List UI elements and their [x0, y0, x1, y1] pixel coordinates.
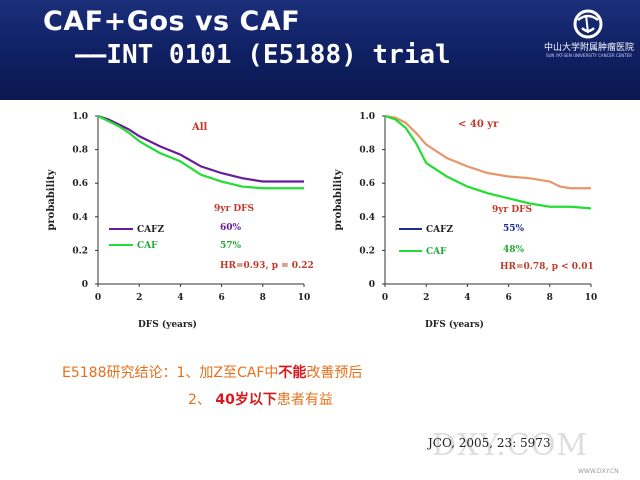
conclusion-line1-emphasis: 不能 — [278, 365, 307, 381]
conclusion-line1-prefix: E5188研究结论：1、加Z至CAF中 — [62, 365, 279, 381]
panel-label: < 40 yr — [458, 119, 499, 130]
hospital-logo-text: 中山大学附属肿瘤医院 — [543, 43, 634, 53]
legend-label-caf: CAF — [137, 241, 158, 251]
x-tick-label: 8 — [260, 293, 266, 303]
x-tick-label: 10 — [585, 293, 598, 303]
y-tick-label: 0 — [82, 280, 88, 290]
series-line-0 — [384, 114, 591, 190]
series-line-1 — [384, 114, 592, 210]
x-tick-label: 6 — [218, 293, 224, 303]
x-tick-label: 2 — [423, 293, 429, 303]
hazard-ratio-stats: HR=0.78, p < 0.01 — [500, 262, 594, 272]
chart-all-svg: 0 0.2 0.4 0.6 0.8 1.0 0 2 4 6 8 10 DFS (years) probab… — [46, 112, 314, 330]
y-tick-label: 0.8 — [72, 146, 88, 156]
watermark-url: WWW.DXY.CN — [578, 468, 619, 475]
series-line-0 — [97, 114, 304, 183]
conclusion-line2-prefix: 2、 — [188, 392, 216, 408]
y-tick-label: 0.4 — [72, 213, 88, 223]
x-tick-label: 4 — [177, 293, 183, 303]
x-tick-label: 10 — [298, 293, 311, 303]
y-tick-label: 1.0 — [359, 112, 375, 122]
legend-label-cafz: CAFZ — [426, 225, 454, 235]
chart-under40-svg: 0 0.2 0.4 0.6 0.8 1.0 0 2 4 6 8 10 DFS (years) probab… — [333, 112, 598, 330]
conclusion-line1: E5188研究结论：1、加Z至CAF中不能改善预后 — [62, 362, 362, 382]
y-tick-label: 0.4 — [359, 213, 375, 223]
slide-title-line1: CAF+Gos vs CAF — [43, 6, 301, 37]
y-tick-label: 0.2 — [72, 246, 88, 256]
y-tick-label: 0.6 — [359, 179, 375, 189]
y-axis-label: probability — [46, 168, 57, 230]
x-tick-label: 8 — [547, 293, 553, 303]
x-tick-label: 6 — [505, 293, 511, 303]
panel-label: All — [191, 122, 208, 133]
dfs-9yr-label: 9yr DFS — [214, 204, 254, 214]
dfs-value-caf: 48% — [503, 245, 525, 255]
y-tick-label: 1.0 — [72, 112, 88, 122]
y-axis-label: probability — [333, 168, 344, 230]
x-tick-label: 0 — [95, 293, 101, 303]
y-tick-label: 0.2 — [359, 246, 375, 256]
slide-title-line2: ——INT 0101 (E5188) trial — [75, 40, 451, 70]
dfs-value-cafz: 55% — [503, 224, 525, 234]
x-tick-label: 0 — [382, 293, 388, 303]
legend-label-cafz: CAFZ — [137, 225, 165, 235]
chart-all-patients: 0 0.2 0.4 0.6 0.8 1.0 0 2 4 6 8 10 DFS (years) probab… — [38, 102, 328, 344]
conclusion-line2-emphasis: 40岁以下 — [215, 392, 277, 408]
hazard-ratio-stats: HR=0.93, p = 0.22 — [220, 261, 314, 271]
conclusion-line2-suffix: 患者有益 — [276, 392, 333, 408]
y-tick-label: 0.8 — [359, 146, 375, 156]
x-axis-label: DFS (years) — [425, 319, 484, 330]
hospital-logo-subtext: SUN YAT-SEN UNIVERSITY CANCER CENTER — [545, 53, 633, 58]
x-axis-label: DFS (years) — [138, 319, 197, 330]
journal-reference: JCO, 2005, 23: 5973 — [428, 436, 551, 450]
x-tick-label: 2 — [136, 293, 142, 303]
hospital-logo-icon — [573, 9, 603, 39]
watermark: DXY.COM — [432, 428, 589, 463]
dfs-value-cafz: 60% — [220, 223, 242, 233]
legend-label-caf: CAF — [426, 247, 447, 257]
dfs-value-caf: 57% — [220, 241, 242, 251]
dfs-9yr-label: 9yr DFS — [492, 205, 532, 215]
chart-under-40: 0 0.2 0.4 0.6 0.8 1.0 0 2 4 6 8 10 DFS (years) probab… — [330, 102, 630, 344]
conclusion-line2: 2、 40岁以下患者有益 — [188, 389, 333, 409]
y-tick-label: 0.6 — [72, 179, 88, 189]
y-tick-label: 0 — [369, 280, 375, 290]
x-tick-label: 4 — [464, 293, 470, 303]
slide-header: CAF+Gos vs CAF ——INT 0101 (E5188) trial … — [0, 0, 640, 100]
conclusion-line1-suffix: 改善预后 — [306, 365, 363, 381]
series-line-1 — [97, 115, 304, 190]
